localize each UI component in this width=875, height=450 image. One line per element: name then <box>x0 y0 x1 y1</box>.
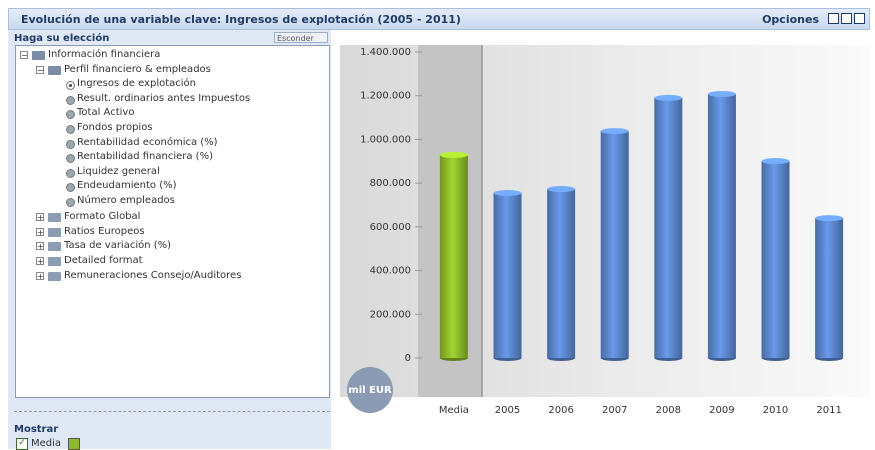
tree-label: Ratios Europeos <box>64 225 145 237</box>
bar <box>547 189 576 358</box>
y-tick-label: 800.000 <box>370 178 411 189</box>
hide-button[interactable]: Esconder <box>274 32 328 43</box>
x-tick-label: 2006 <box>548 405 573 416</box>
radio[interactable] <box>66 110 75 120</box>
y-tick-label: 600.000 <box>370 222 411 233</box>
bar-cap <box>600 128 629 135</box>
tree-label: Result. ordinarios antes Impuestos <box>77 92 251 104</box>
y-tick-label: 0 <box>405 353 411 364</box>
radio[interactable] <box>66 125 75 134</box>
tree-label: Endeudamiento (%) <box>77 180 177 192</box>
chart: 0 200.000 400.000 600.000 800.000 1.000.000 1.… <box>340 45 870 416</box>
option-label: Media <box>31 438 62 449</box>
bar <box>493 192 522 358</box>
checkbox[interactable]: ✓ <box>16 438 28 450</box>
bar <box>439 154 468 358</box>
x-tick-label: 2005 <box>495 405 520 416</box>
y-tick-label: 1.400.000 <box>360 47 411 58</box>
tree-label: Perfil financiero & empleados <box>64 63 211 75</box>
minimize-button[interactable] <box>828 13 839 24</box>
close-button[interactable] <box>854 13 865 24</box>
x-tick-label: 2008 <box>656 405 681 416</box>
bar-cap <box>761 158 790 165</box>
expander[interactable]: + <box>36 227 44 237</box>
radio[interactable] <box>66 139 75 149</box>
separator <box>14 411 330 412</box>
folder-icon <box>32 51 45 60</box>
expander[interactable]: + <box>36 271 44 281</box>
tree-label: Liquidez general <box>77 165 160 177</box>
tree-label: Total Activo <box>77 107 135 119</box>
x-tick-label: 2011 <box>816 405 841 416</box>
bar <box>815 218 844 358</box>
bar <box>600 131 629 358</box>
color-swatch <box>68 438 80 450</box>
tree-label: Detailed format <box>64 254 143 266</box>
show-title: Mostrar <box>14 424 59 435</box>
tree-label: Tasa de variación (%) <box>64 240 172 252</box>
expander[interactable]: − <box>36 65 44 75</box>
radio[interactable] <box>66 183 75 193</box>
folder-icon <box>48 256 61 266</box>
panel-title: Haga su elección <box>14 33 110 44</box>
title-bar: Evolución de una variable clave: Ingreso… <box>8 8 870 30</box>
expander[interactable]: + <box>36 256 44 266</box>
folder-icon <box>48 242 61 252</box>
unit-badge <box>347 367 393 413</box>
folder-icon <box>48 213 61 223</box>
expander[interactable]: + <box>36 213 44 223</box>
y-tick-label: 200.000 <box>370 309 411 320</box>
bar-cap <box>439 151 468 158</box>
bar-cap <box>654 94 683 101</box>
tree-label: Número empleados <box>77 195 175 206</box>
window-title: Evolución de una variable clave: Ingreso… <box>21 13 461 26</box>
options-menu[interactable]: Opciones <box>762 13 819 26</box>
radio[interactable] <box>66 95 75 105</box>
unit-label: mil EUR <box>348 385 392 396</box>
x-tick-label: 2007 <box>602 405 627 416</box>
bar <box>707 93 736 359</box>
tree-label: Ingresos de explotación <box>77 78 196 90</box>
folder-icon <box>48 227 61 237</box>
y-tick-label: 1.200.000 <box>360 91 411 102</box>
tree-label: Fondos propios <box>77 122 153 133</box>
bar-cap <box>493 189 522 196</box>
bar-cap <box>707 90 736 97</box>
bar-cap <box>815 215 844 222</box>
expander[interactable]: + <box>36 242 44 252</box>
radio[interactable] <box>66 198 75 207</box>
tree-label: Remuneraciones Consejo/Auditores <box>64 269 242 281</box>
radio[interactable] <box>66 154 75 164</box>
radio[interactable] <box>66 81 75 91</box>
bar-cap <box>547 186 576 193</box>
x-tick-label: 2009 <box>709 405 734 416</box>
tree-label: Rentabilidad financiera (%) <box>77 151 213 163</box>
x-tick-label: 2010 <box>763 405 788 416</box>
tree-label: Formato Global <box>64 211 141 223</box>
tree-label: Información financiera <box>48 49 161 60</box>
tree: − Información financiera − Perfil financier… <box>15 45 330 398</box>
tree-label: Rentabilidad económica (%) <box>77 136 218 148</box>
maximize-button[interactable] <box>841 13 852 24</box>
bar <box>654 97 683 359</box>
y-tick-label: 400.000 <box>370 266 411 277</box>
bar <box>761 161 790 358</box>
y-tick-label: 1.000.000 <box>360 134 411 145</box>
expander[interactable]: − <box>20 51 28 60</box>
radio[interactable] <box>66 168 75 178</box>
x-tick-label: Media <box>439 405 469 416</box>
folder-icon <box>48 271 61 281</box>
folder-icon <box>48 65 61 75</box>
